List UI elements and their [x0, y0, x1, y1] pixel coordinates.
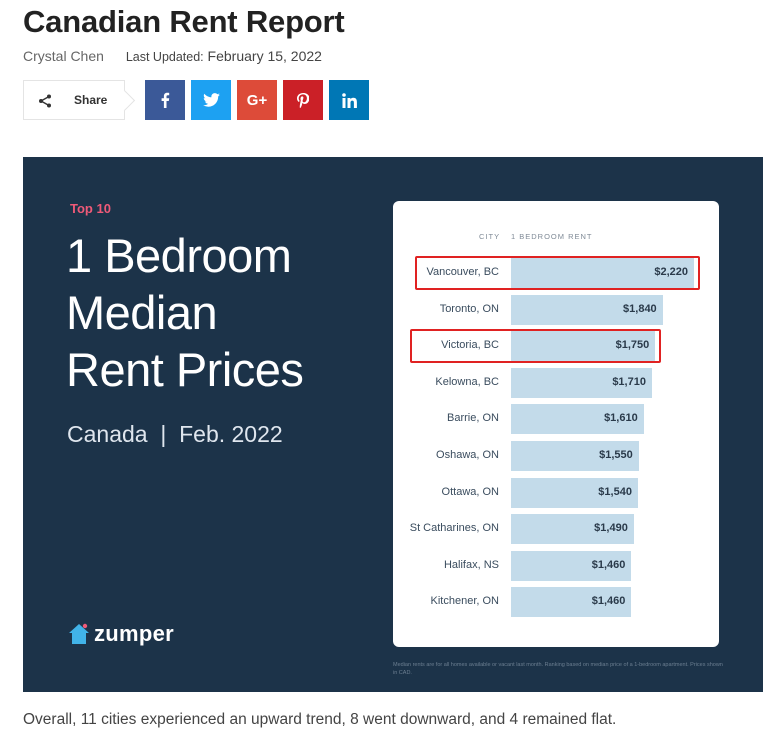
linkedin-share-button[interactable] — [329, 80, 369, 120]
article-caption: Overall, 11 cities experienced an upward… — [23, 711, 617, 728]
bar-row: Ottawa, ON $1,540 — [393, 477, 719, 508]
city-label: Halifax, NS — [443, 558, 499, 571]
headline-line-2: Median — [66, 286, 218, 339]
rent-value-label: $1,610 — [604, 412, 638, 425]
rent-bar — [511, 514, 634, 545]
house-icon — [69, 623, 89, 644]
rent-value-label: $1,710 — [612, 375, 646, 388]
bar-row: Vancouver, BC $2,220 — [393, 258, 719, 288]
headline-line-3: Rent Prices — [66, 343, 304, 396]
twitter-icon — [202, 93, 220, 107]
city-label: Oshawa, ON — [436, 449, 499, 461]
rent-value-label: $1,490 — [594, 522, 628, 535]
rent-value-label: $1,550 — [599, 449, 633, 461]
share-label: Share — [74, 93, 108, 107]
rent-chart-card: CITY 1 BEDROOM RENT Vancouver, BC $2,220 T… — [393, 201, 719, 647]
bar-row: St Catharines, ON $1,490 — [393, 514, 719, 545]
city-label: Kelowna, BC — [435, 375, 499, 388]
linkedin-icon — [341, 92, 357, 108]
zumper-logo: zumper — [68, 621, 174, 647]
rent-infographic: Top 10 1 Bedroom Median Rent Prices Cana… — [23, 157, 763, 692]
bar-row: Victoria, BC $1,750 — [393, 331, 719, 362]
rent-bar — [511, 258, 694, 288]
city-label: Kitchener, ON — [430, 595, 499, 608]
author-name[interactable]: Crystal Chen — [23, 48, 104, 64]
pinterest-icon — [297, 92, 309, 108]
article-meta: Crystal Chen Last Updated: February 15, … — [23, 48, 322, 64]
rent-bar — [511, 587, 632, 618]
city-label: Ottawa, ON — [441, 485, 499, 498]
rent-bar — [511, 477, 638, 508]
rent-value-label: $1,460 — [591, 595, 626, 608]
share-icon — [39, 94, 51, 108]
facebook-share-button[interactable] — [145, 80, 185, 120]
highlight-box — [410, 329, 662, 364]
bar-row: Kitchener, ON $1,460 — [393, 587, 719, 618]
pinterest-share-button[interactable] — [283, 80, 323, 120]
column-header-city: CITY — [479, 232, 501, 241]
twitter-share-button[interactable] — [191, 80, 231, 120]
share-button[interactable]: Share — [23, 80, 125, 120]
city-label: St Catharines, ON — [409, 522, 499, 535]
zumper-brand-text: zumper — [94, 621, 175, 646]
infographic-headline: 1 Bedroom Median Rent Prices — [66, 227, 304, 398]
rent-bar — [511, 441, 639, 471]
rent-bar — [511, 404, 644, 435]
bar-row: Kelowna, BC $1,710 — [393, 367, 719, 398]
top-10-label: Top 10 — [70, 201, 111, 216]
rent-value-label: $2,220 — [654, 266, 688, 278]
last-updated-label: Last Updated: — [125, 50, 204, 64]
bar-row: Oshawa, ON $1,550 — [393, 441, 719, 471]
rent-bar — [511, 550, 632, 581]
headline-line-1: 1 Bedroom — [66, 229, 292, 282]
page-title: Canadian Rent Report — [23, 4, 345, 39]
bar-row: Halifax, NS $1,460 — [393, 550, 719, 581]
city-label: Vancouver, BC — [426, 266, 499, 278]
rent-bar — [511, 331, 656, 362]
facebook-icon — [161, 92, 170, 108]
bar-row: Barrie, ON $1,610 — [393, 404, 719, 435]
rent-value-label: $1,540 — [598, 485, 632, 498]
column-header-rent: 1 BEDROOM RENT — [511, 232, 593, 241]
rent-bar — [511, 294, 663, 325]
highlight-box — [415, 256, 700, 290]
city-label: Victoria, BC — [441, 339, 499, 352]
rent-value-label: $1,840 — [623, 302, 657, 315]
rent-value-label: $1,460 — [591, 558, 626, 571]
google-plus-share-button[interactable]: G+ — [237, 80, 277, 120]
bar-row: Toronto, ON $1,840 — [393, 294, 719, 325]
city-label: Toronto, ON — [439, 302, 499, 315]
last-updated-date: February 15, 2022 — [207, 48, 322, 64]
google-plus-icon: G+ — [246, 91, 268, 109]
infographic-subtitle: Canada | Feb. 2022 — [67, 421, 283, 447]
infographic-footnote: Median rents are for all homes available… — [393, 662, 723, 676]
city-label: Barrie, ON — [447, 412, 499, 425]
rent-value-label: $1,750 — [615, 339, 650, 352]
rent-bar — [511, 367, 652, 398]
